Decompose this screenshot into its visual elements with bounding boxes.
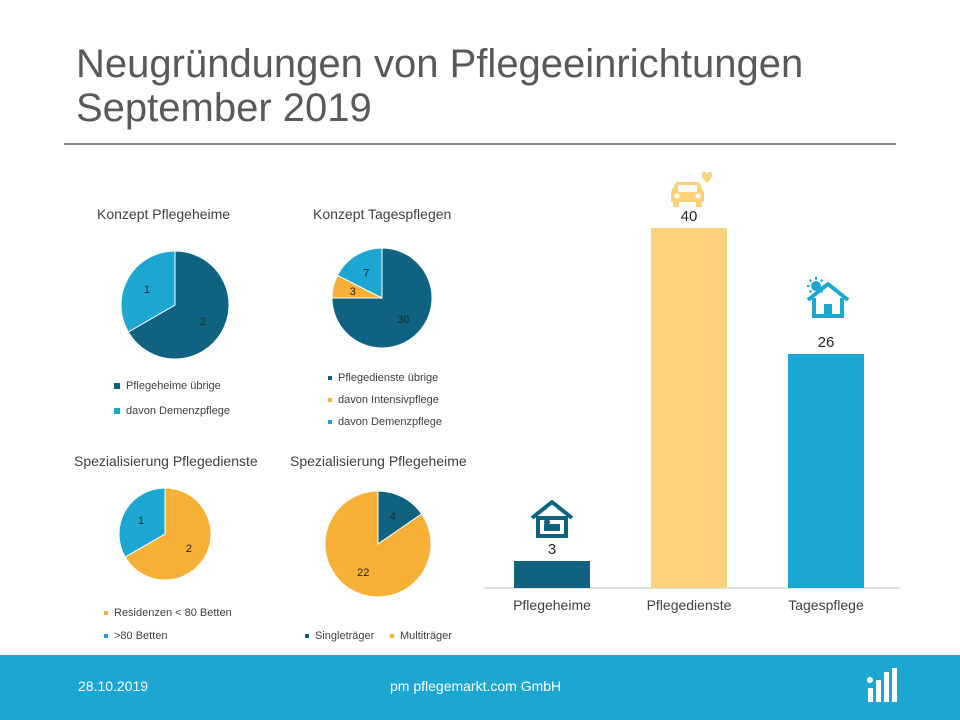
legend-label: davon Demenzpflege [126, 405, 230, 417]
pie-chart-konzept-pflegeheime: 21 [120, 250, 230, 360]
pie-title-konzept-tagespflegen: Konzept Tagespflegen [313, 206, 452, 222]
pie-slice [324, 490, 432, 598]
pie-slice [127, 250, 230, 360]
pie-data-label: 4 [390, 511, 396, 523]
bar-value-label: 40 [681, 208, 698, 225]
legend-item: davon Intensivpflege [328, 394, 439, 406]
pie-slice [331, 247, 433, 349]
pie-data-label: 22 [357, 567, 369, 579]
legend-item: davon Demenzpflege [328, 416, 442, 428]
pie-data-label: 1 [138, 515, 144, 527]
legend-item: Singleträger [305, 630, 374, 642]
title-divider [64, 143, 896, 145]
legend-item: >80 Betten [104, 630, 168, 642]
legend-label: davon Intensivpflege [338, 394, 439, 406]
legend-swatch [328, 398, 332, 403]
legend-label: Pflegeheime übrige [126, 380, 221, 392]
title-line-1: Neugründungen von Pflegeeinrichtungen [76, 42, 804, 86]
bar [788, 354, 864, 588]
legend-label: Multiträger [400, 630, 452, 642]
bar-chart-neugruendungen: 3 Pflegeheime 40 Pflegedienste 26 Tagespflege [484, 171, 900, 613]
pie-chart-spezialisierung-pflegeheime: 4 22 [324, 490, 432, 598]
pie-data-label: 2 [186, 543, 192, 555]
legend-label: Pflegedienste übrige [338, 372, 439, 384]
title-line-2: September 2019 [76, 86, 372, 130]
pie-data-label: 2 [200, 316, 206, 328]
x-tick-label: Pflegedienste [647, 597, 732, 613]
company-logo-icon [867, 668, 897, 702]
pie-slice [118, 487, 166, 558]
legend-swatch [328, 420, 332, 425]
pie-slice [377, 490, 423, 545]
x-tick-label: Pflegeheime [513, 597, 591, 613]
bed-house-icon [530, 500, 574, 538]
pie-chart-spezialisierung-pflegedienste: 21 [118, 487, 212, 581]
pie-data-label: 30 [397, 314, 409, 326]
legend-item: Residenzen < 80 Betten [104, 607, 232, 619]
car-heart-icon [671, 171, 713, 207]
pie-chart-konzept-tagespflegen: 30 37 [331, 247, 433, 349]
pie-title-spezialisierung-pflegeheime: Spezialisierung Pflegeheime [290, 453, 467, 469]
pie-slice [120, 250, 176, 333]
bar [651, 228, 727, 588]
legend-label: >80 Betten [114, 630, 168, 642]
legend-label: Residenzen < 80 Betten [114, 607, 232, 619]
pie-data-label: 3 [350, 286, 356, 298]
legend-swatch [114, 383, 120, 390]
legend-label: davon Demenzpflege [338, 416, 442, 428]
legend-swatch [104, 634, 108, 639]
pie-data-label: 7 [363, 267, 369, 279]
legend-item: Multiträger [390, 630, 452, 642]
x-tick-label: Tagespflege [788, 597, 864, 613]
pie-title-konzept-pflegeheime: Konzept Pflegeheime [97, 206, 231, 222]
sun-house-icon [806, 277, 850, 318]
bar [514, 561, 590, 588]
pie-slice [124, 487, 212, 581]
footer-date: 28.10.2019 [78, 678, 149, 694]
footer-company: pm pflegemarkt.com GmbH [390, 678, 562, 694]
legend-swatch [390, 634, 394, 639]
footer-bar [0, 655, 960, 720]
page-title: Neugründungen von Pflegeeinrichtungen Se… [76, 42, 803, 130]
pie-title-spezialisierung-pflegedienste: Spezialisierung Pflegedienste [74, 453, 258, 469]
bar-value-label: 3 [548, 541, 556, 558]
legend-item: Pflegedienste übrige [328, 372, 438, 384]
legend-swatch [114, 408, 120, 415]
pie-slice [336, 247, 383, 299]
legend-swatch [305, 634, 309, 639]
legend-swatch [104, 611, 108, 616]
bar-value-label: 26 [818, 334, 835, 351]
pie-data-label: 1 [144, 284, 150, 296]
legend-label: Singleträger [315, 630, 375, 642]
legend-item: davon Demenzpflege [114, 405, 230, 417]
legend-swatch [328, 376, 332, 381]
legend-item: Pflegeheime übrige [114, 380, 221, 392]
